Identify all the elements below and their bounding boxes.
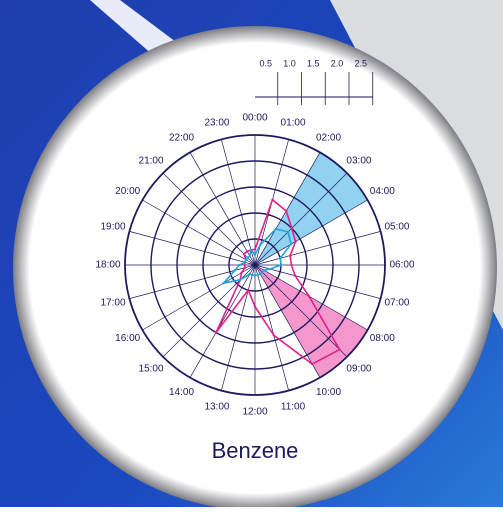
spoke	[142, 264, 256, 331]
series-point	[311, 362, 314, 366]
scale-label: 0.5	[259, 58, 272, 68]
series-point	[239, 278, 242, 281]
series-point	[261, 271, 264, 274]
hour-label: 19:00	[100, 222, 125, 233]
hour-label: 21:00	[139, 156, 164, 167]
series-point	[256, 273, 259, 277]
series-point	[259, 243, 262, 247]
series-point	[243, 263, 246, 267]
series-point	[259, 272, 262, 276]
series-point	[238, 263, 241, 267]
chart-title: Benzene	[212, 438, 299, 463]
series-point	[285, 209, 288, 213]
spoke	[254, 264, 381, 299]
series-point	[271, 198, 274, 201]
series-point	[243, 266, 247, 269]
spoke	[254, 199, 368, 266]
series-point	[278, 257, 282, 260]
series-point	[279, 263, 283, 267]
series-point	[262, 269, 266, 272]
series-point	[248, 272, 251, 276]
spoke	[254, 152, 321, 266]
spoke	[254, 264, 289, 391]
series-point	[253, 253, 257, 256]
hour-label: 11:00	[281, 402, 306, 413]
hour-label: 06:00	[389, 260, 414, 271]
spoke	[142, 199, 256, 266]
hour-label: 16:00	[115, 333, 140, 344]
series-point	[247, 288, 250, 292]
hour-label: 02:00	[316, 132, 341, 143]
series-point	[246, 250, 249, 253]
series-point	[214, 331, 218, 334]
hour-label: 22:00	[169, 132, 194, 143]
spoke	[162, 172, 256, 266]
series-point	[253, 305, 257, 308]
hour-label: 01:00	[281, 118, 306, 129]
scale-label: 1.0	[283, 58, 296, 68]
spoke	[129, 231, 256, 266]
series-point	[222, 282, 225, 285]
series-point	[268, 267, 272, 271]
series-point	[246, 256, 249, 259]
series-point	[251, 273, 254, 277]
hour-label: 09:00	[346, 364, 371, 375]
spoke	[254, 264, 348, 358]
series-point	[242, 252, 246, 256]
hour-label: 17:00	[100, 298, 125, 309]
series-point	[272, 334, 276, 337]
spoke	[221, 264, 256, 391]
spoke	[254, 264, 368, 331]
hour-label: 13:00	[204, 402, 229, 413]
hour-label: 03:00	[346, 156, 371, 167]
hour-label: 23:00	[204, 118, 229, 129]
series-point	[289, 243, 293, 246]
scale-label: 2.0	[331, 58, 344, 68]
hour-label: 18:00	[95, 260, 120, 271]
hour-label: 00:00	[242, 113, 267, 124]
series-point	[274, 227, 277, 231]
hour-label: 12:00	[242, 407, 267, 418]
scale-label: 1.5	[307, 58, 320, 68]
spoke	[189, 264, 256, 378]
hour-label: 20:00	[115, 186, 140, 197]
series-point	[293, 274, 297, 277]
series-point	[248, 254, 251, 258]
series-point	[253, 274, 257, 277]
hour-label: 15:00	[139, 364, 164, 375]
hour-label: 10:00	[316, 387, 341, 398]
series-point	[288, 254, 292, 257]
series-point	[290, 263, 293, 267]
series-point	[290, 227, 293, 230]
series-point	[338, 348, 341, 351]
spoke	[254, 231, 381, 266]
hour-label: 08:00	[370, 333, 395, 344]
hour-label: 07:00	[384, 298, 409, 309]
series-point	[307, 295, 311, 298]
spoke	[221, 139, 256, 266]
series-point	[249, 248, 253, 252]
hour-label: 05:00	[384, 222, 409, 233]
series-point	[243, 261, 247, 264]
scale-label: 2.5	[354, 58, 367, 68]
series-point	[294, 240, 297, 243]
series-point	[233, 269, 237, 272]
series-point	[253, 248, 257, 251]
series-point	[286, 230, 290, 234]
hour-label: 14:00	[169, 387, 194, 398]
spoke	[254, 264, 321, 378]
spoke	[189, 152, 256, 266]
spoke	[254, 172, 348, 266]
series-point	[244, 258, 248, 261]
hour-label: 04:00	[370, 186, 395, 197]
series-point	[240, 271, 243, 274]
